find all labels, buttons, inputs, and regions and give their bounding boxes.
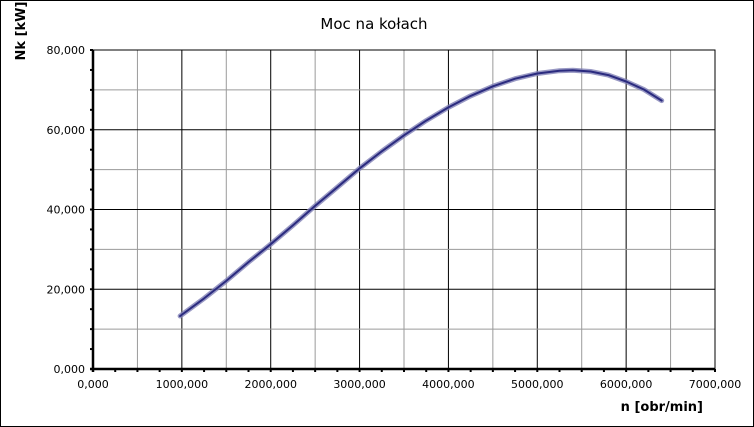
x-tick-label: 4000,000 (422, 378, 475, 391)
x-axis-ticks: 0,000 1000,000 2000,000 3000,000 4000,000 500… (77, 378, 741, 391)
series-layer (177, 67, 665, 319)
axes (90, 49, 716, 372)
x-tick-label: 6000,000 (600, 378, 653, 391)
chart-title: Moc na kołach (320, 15, 427, 33)
x-tick-label: 0,000 (77, 378, 109, 391)
series-line-shadow (177, 67, 665, 319)
y-tick-label: 20,000 (47, 283, 86, 296)
x-tick-label: 2000,000 (244, 378, 297, 391)
grid-lines (92, 49, 716, 370)
series-line (179, 69, 663, 317)
y-tick-label: 80,000 (47, 44, 86, 57)
y-tick-label: 0,000 (54, 363, 86, 376)
x-axis-label: n [obr/min] (621, 400, 703, 415)
x-tick-label: 7000,000 (689, 378, 742, 391)
x-tick-label: 3000,000 (333, 378, 386, 391)
y-axis-ticks: 0,000 20,000 40,000 60,000 80,000 (47, 44, 86, 376)
y-tick-label: 60,000 (47, 124, 86, 137)
y-tick-label: 40,000 (47, 204, 86, 217)
x-tick-label: 1000,000 (156, 378, 209, 391)
y-axis-label: Nk [kW] (14, 2, 29, 61)
x-tick-label: 5000,000 (511, 378, 564, 391)
